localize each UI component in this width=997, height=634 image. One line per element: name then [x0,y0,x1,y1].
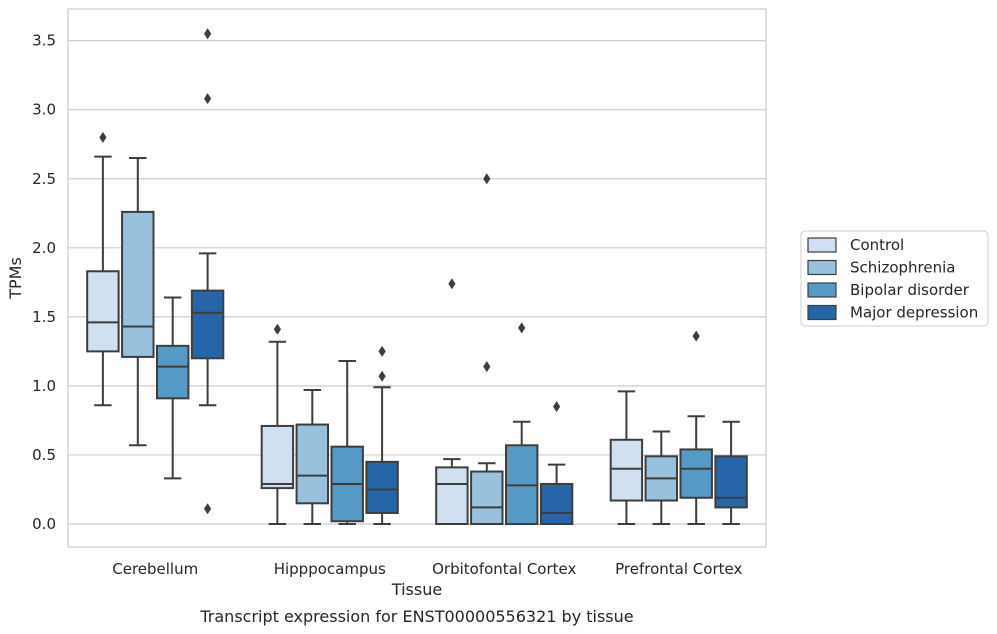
legend-label: Major depression [850,304,978,322]
outlier-point [273,323,281,335]
y-tick-label: 2.5 [32,170,56,188]
y-tick-labels: 0.0 0.5 1.0 1.5 2.0 2.5 3.0 3.5 [32,32,56,533]
outlier-point [378,345,386,357]
legend-label: Control [850,236,904,254]
y-tick-label: 1.0 [32,377,56,395]
box-schizophrenia-hipppocampus [295,389,330,525]
legend-swatch [807,282,837,298]
box-bipolar-disorder-orbitofontal-cortex [504,322,539,525]
box-schizophrenia-prefrontal-cortex [644,430,679,525]
outlier-point [518,322,526,334]
legend-frame [800,230,989,327]
y-tick-label: 3.0 [32,101,56,119]
y-tick-label: 0.5 [32,446,56,464]
outlier-point [99,131,107,143]
outlier-point [692,330,700,342]
legend-item: Schizophrenia [807,259,955,277]
x-tick-label: Cerebellum [112,560,198,578]
plot-frame [67,8,767,548]
x-tick-label: Hipppocampus [274,560,386,578]
iqr-box [155,344,190,400]
box-control-cerebellum [86,131,120,407]
legend-swatch [807,237,837,253]
outlier-point [204,503,212,515]
legend-swatch [807,259,837,276]
x-tick-labels: Cerebellum Hipppocampus Orbitofontal Corte… [112,560,742,578]
boxes [86,28,748,526]
iqr-box [365,460,399,514]
iqr-box [295,423,330,505]
box-major-depression-cerebellum [190,28,225,515]
outlier-point [204,93,212,105]
box-control-orbitofontal-cortex [435,278,469,525]
iqr-box [121,210,155,358]
box-schizophrenia-cerebellum [121,157,155,447]
iqr-box [260,424,295,490]
box-bipolar-disorder-prefrontal-cortex [679,330,713,525]
legend-item: Bipolar disorder [807,281,970,299]
y-axis-label: TPMs [6,257,25,300]
x-axis-label: Tissue [391,580,442,599]
box-bipolar-disorder-hipppocampus [330,360,364,525]
box-schizophrenia-orbitofontal-cortex [470,173,504,526]
outlier-point [448,278,456,290]
y-tick-label: 0.0 [32,515,56,533]
iqr-box [539,482,574,525]
legend-item: Major depression [807,304,978,322]
legend-item: Control [807,236,904,254]
legend-swatch [807,304,837,321]
iqr-box [714,455,748,509]
x-tick-label: Prefrontal Cortex [615,560,742,578]
outlier-point [378,370,386,382]
box-control-prefrontal-cortex [609,390,644,525]
legend-label: Schizophrenia [850,259,955,277]
outlier-point [553,401,561,413]
outlier-point [204,28,212,40]
iqr-box [470,470,504,526]
box-major-depression-orbitofontal-cortex [539,401,574,525]
legend-label: Bipolar disorder [850,281,970,299]
box-bipolar-disorder-cerebellum [155,296,190,480]
iqr-box [86,270,120,353]
box-major-depression-prefrontal-cortex [714,420,748,525]
iqr-box [679,448,713,499]
iqr-box [190,289,225,360]
iqr-box [609,438,644,502]
y-tick-label: 1.5 [32,308,56,326]
y-tick-label: 3.5 [32,32,56,50]
outlier-point [483,173,491,185]
box-control-hipppocampus [260,323,295,525]
iqr-box [435,466,469,525]
outlier-point [483,361,491,373]
chart-caption: Transcript expression for ENST0000055632… [199,607,633,626]
legend-items: Control Schizophrenia Bipolar disorder Majo… [807,236,978,322]
x-tick-label: Orbitofontal Cortex [432,560,576,578]
box-major-depression-hipppocampus [365,345,399,525]
y-tick-label: 2.0 [32,239,56,257]
legend: Control Schizophrenia Bipolar disorder Majo… [800,230,989,327]
